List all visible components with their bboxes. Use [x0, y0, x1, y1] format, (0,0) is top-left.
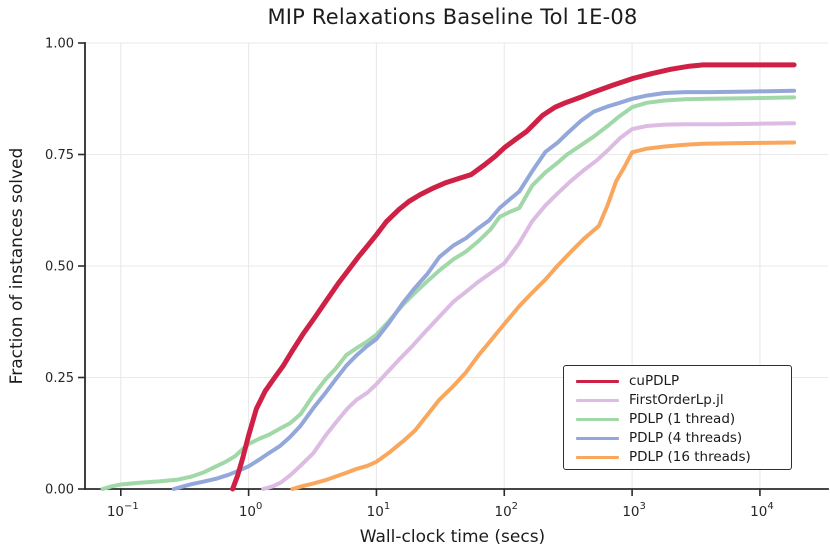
legend-line-swatch — [576, 418, 619, 421]
legend-label: PDLP (4 threads) — [629, 430, 743, 446]
chart-title: MIP Relaxations Baseline Tol 1E-08 — [267, 5, 638, 29]
legend-line-swatch — [576, 380, 619, 383]
legend-item: PDLP (16 threads) — [576, 448, 791, 467]
series-line-pdlp-16-threads- — [290, 140, 797, 491]
y-tick-label: 0.75 — [45, 148, 74, 163]
y-axis-label: Fraction of instances solved — [7, 147, 27, 385]
x-tick-label: 100 — [239, 501, 263, 520]
legend-line-swatch — [576, 456, 619, 459]
x-tick-label: 104 — [750, 501, 774, 520]
legend-label: FirstOrderLp.jl — [629, 392, 724, 408]
legend-item: cuPDLP — [576, 372, 791, 391]
y-tick-label: 0.50 — [45, 260, 74, 275]
legend-item: PDLP (4 threads) — [576, 429, 791, 448]
legend: cuPDLP FirstOrderLp.jl PDLP (1 thread) PDLP… — [563, 365, 792, 470]
y-tick-labels: 0.00 0.25 0.50 0.75 1.00 — [45, 37, 74, 498]
x-tick-label: 103 — [622, 501, 646, 520]
x-axis-label: Wall-clock time (secs) — [359, 527, 546, 547]
series-line-pdlp-4-threads- — [171, 88, 797, 491]
x-tick-label: 10−1 — [107, 501, 139, 520]
x-tick-labels: 10−1 100 101 102 103 104 — [107, 501, 774, 520]
y-tick-label: 0.00 — [45, 483, 74, 498]
series-line-firstorderlp-jl — [261, 121, 797, 491]
y-tick-label: 0.25 — [45, 371, 74, 386]
legend-label: PDLP (16 threads) — [629, 449, 751, 465]
series-line-cupdlp — [230, 62, 797, 492]
legend-line-swatch — [576, 437, 619, 440]
legend-label: cuPDLP — [629, 373, 680, 389]
legend-label: PDLP (1 thread) — [629, 411, 736, 427]
x-tick-label: 101 — [367, 501, 391, 520]
axis-ticks — [78, 42, 761, 496]
legend-item: FirstOrderLp.jl — [576, 391, 791, 410]
x-tick-label: 102 — [494, 501, 518, 520]
legend-line-swatch — [576, 399, 619, 402]
legend-item: PDLP (1 thread) — [576, 410, 791, 429]
y-tick-label: 1.00 — [45, 37, 74, 52]
